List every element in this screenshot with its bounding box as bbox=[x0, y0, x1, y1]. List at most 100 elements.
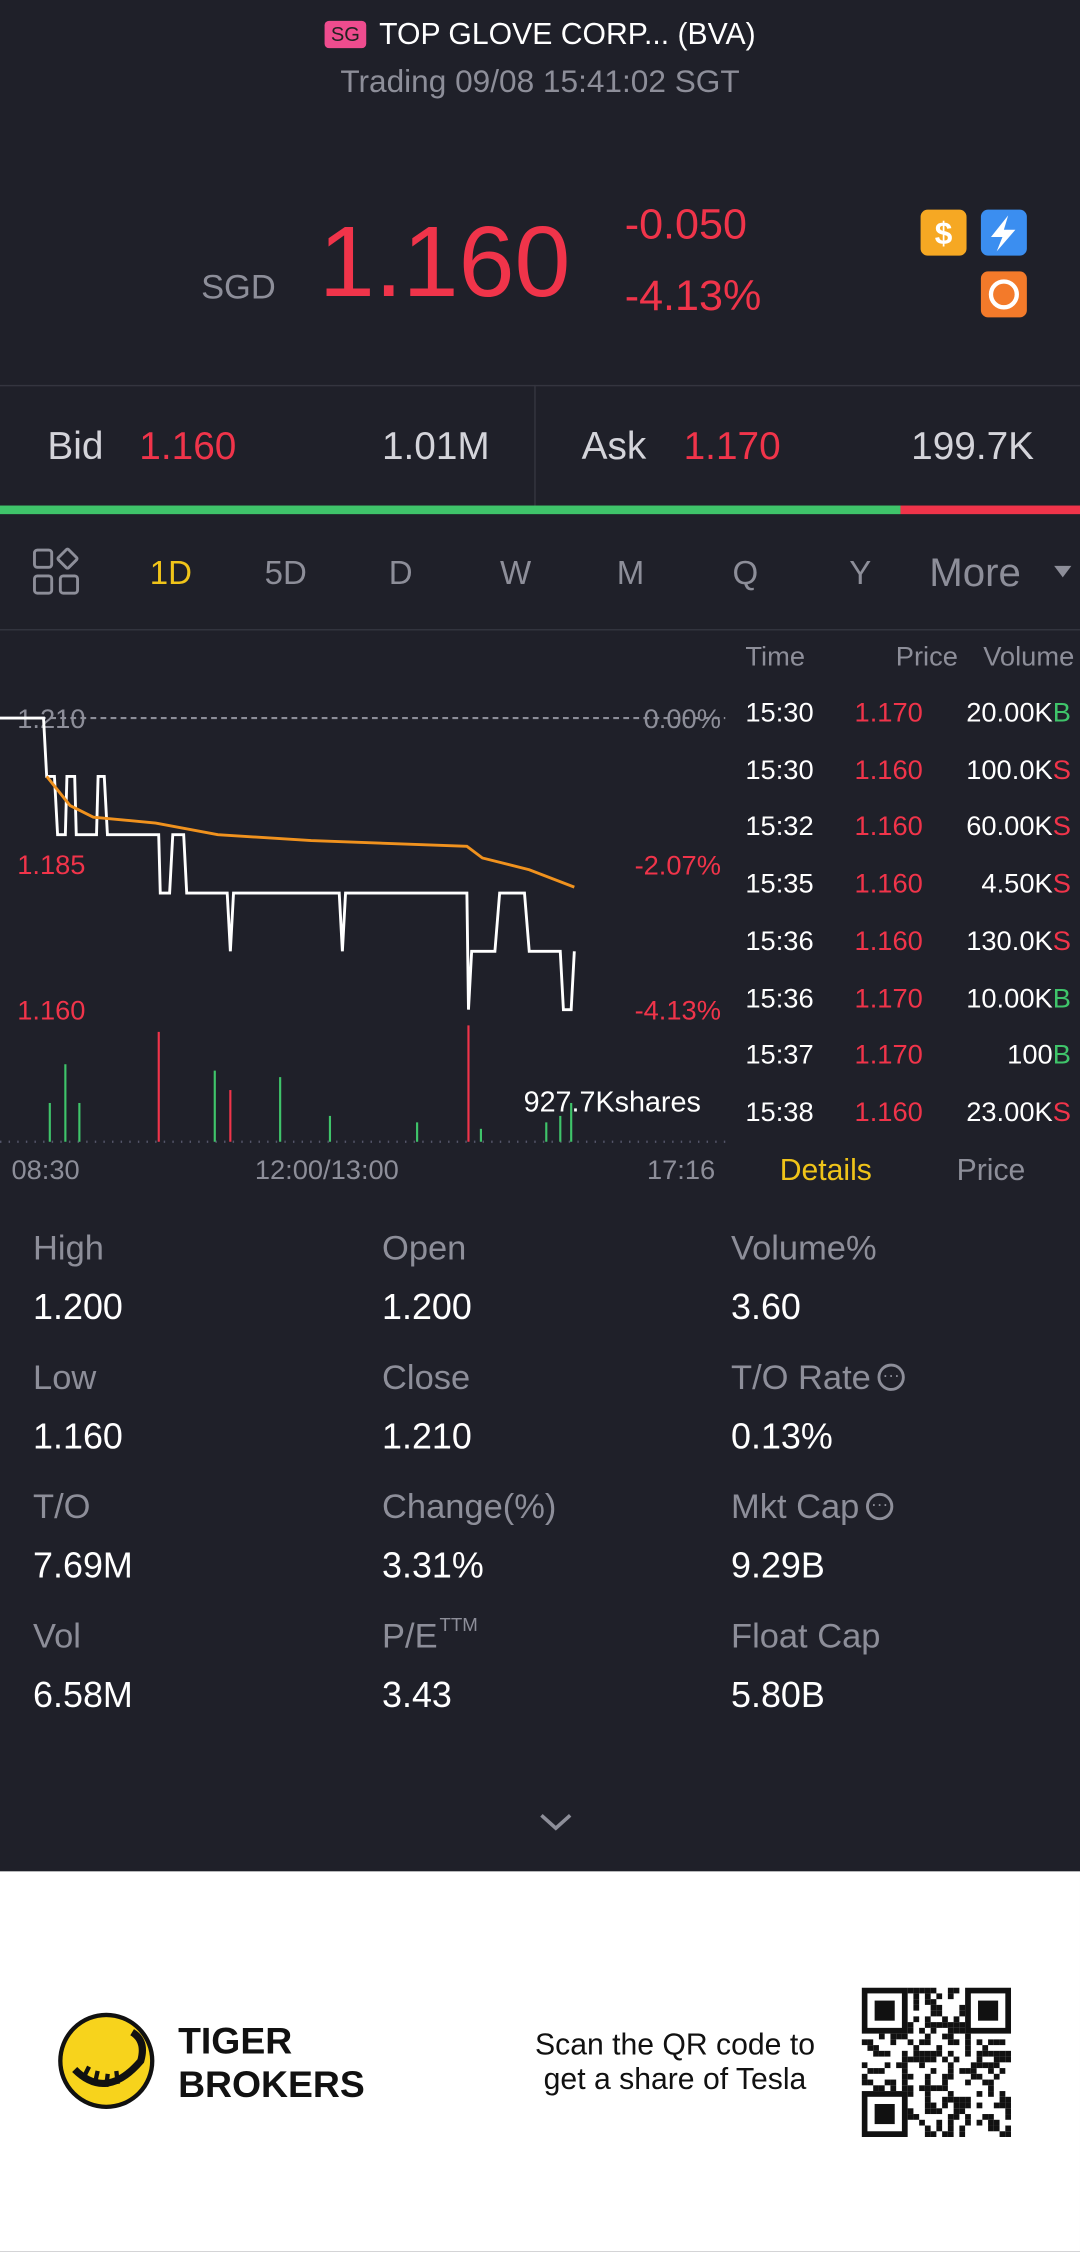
stat-label: P/E bbox=[382, 1617, 438, 1656]
brand-line: TIGER bbox=[178, 2019, 293, 2063]
stat-label: Change(%) bbox=[382, 1487, 557, 1527]
bid-price: 1.160 bbox=[139, 424, 237, 468]
currency: SGD bbox=[201, 268, 276, 308]
trade-side: S bbox=[1052, 755, 1071, 786]
trade-header: Time bbox=[745, 642, 806, 673]
period-tab[interactable]: 5D bbox=[264, 553, 307, 591]
y2-tick-label: -4.13% bbox=[635, 995, 721, 1026]
stat-value: 7.69M bbox=[33, 1546, 133, 1587]
trade-side: B bbox=[1052, 983, 1071, 1014]
cta-line: get a share of Tesla bbox=[543, 2063, 807, 2097]
trade-time: 15:30 bbox=[745, 698, 814, 729]
trading-status: Trading 09/08 15:41:02 SGT bbox=[340, 63, 740, 100]
y2-tick-label: 0.00% bbox=[644, 703, 721, 734]
qr-code bbox=[861, 1987, 1012, 2138]
y-tick-label: 1.185 bbox=[17, 849, 85, 880]
trade-volume: 100 bbox=[1007, 1040, 1053, 1071]
period-tab[interactable]: Y bbox=[849, 553, 872, 591]
footer: TIGER BROKERS Scan the QR code to get a … bbox=[0, 1871, 1080, 2252]
stat-value: 3.43 bbox=[382, 1675, 452, 1716]
trade-volume: 20.00K bbox=[966, 698, 1053, 729]
cta-line: Scan the QR code to bbox=[535, 2028, 815, 2062]
stat-label: T/O Rate bbox=[731, 1358, 871, 1398]
stat-label-sup: TTM bbox=[439, 1613, 478, 1636]
brand-line: BROKERS bbox=[178, 2062, 365, 2106]
expand-chevron[interactable] bbox=[539, 1812, 573, 1832]
market-badge: SG bbox=[324, 20, 367, 49]
period-tab[interactable]: Q bbox=[732, 553, 759, 591]
trade-time: 15:36 bbox=[745, 983, 814, 1014]
stat-value: 1.200 bbox=[382, 1287, 472, 1328]
trade-time: 15:36 bbox=[745, 926, 814, 957]
layout-icon[interactable] bbox=[32, 547, 81, 596]
trade-side: S bbox=[1052, 1097, 1071, 1128]
trade-side: S bbox=[1052, 926, 1071, 957]
stock-name[interactable]: TOP GLOVE CORP... (BVA) bbox=[379, 17, 756, 51]
stat-label: Vol bbox=[33, 1617, 81, 1656]
trade-price: 1.160 bbox=[854, 869, 923, 900]
period-tab[interactable]: More bbox=[929, 550, 1021, 595]
trade-volume: 130.0K bbox=[966, 926, 1053, 957]
more-arrow[interactable] bbox=[1053, 564, 1073, 578]
trade-price: 1.160 bbox=[854, 812, 923, 843]
trade-price: 1.170 bbox=[854, 983, 923, 1014]
price-line bbox=[45, 775, 575, 889]
period-tab[interactable]: D bbox=[388, 553, 413, 591]
price-change-pct: -4.13% bbox=[624, 272, 762, 321]
stat-label: Mkt Cap bbox=[731, 1487, 860, 1527]
trade-time: 15:32 bbox=[745, 812, 814, 843]
ask-size: 199.7K bbox=[911, 424, 1035, 468]
svg-text:$: $ bbox=[935, 215, 953, 251]
price-line bbox=[0, 716, 576, 1012]
stat-value: 1.160 bbox=[33, 1416, 123, 1457]
x-tick-label: 17:16 bbox=[647, 1154, 715, 1185]
trade-price: 1.160 bbox=[854, 1097, 923, 1128]
y2-tick-label: -2.07% bbox=[635, 849, 721, 880]
stat-value: 3.60 bbox=[731, 1287, 801, 1328]
trade-price: 1.170 bbox=[854, 698, 923, 729]
stat-value: 3.31% bbox=[382, 1546, 484, 1587]
trade-side: S bbox=[1052, 812, 1071, 843]
bid-label: Bid bbox=[47, 424, 104, 468]
period-tab[interactable]: M bbox=[616, 553, 645, 591]
stat-label: Low bbox=[33, 1358, 97, 1398]
trade-time: 15:38 bbox=[745, 1097, 814, 1128]
ask-price: 1.170 bbox=[683, 424, 781, 468]
ask-strength-bar bbox=[900, 505, 1080, 515]
stat-value: 5.80B bbox=[731, 1675, 825, 1716]
stat-label: High bbox=[33, 1229, 104, 1269]
trade-volume: 10.00K bbox=[966, 983, 1053, 1014]
stat-value: 0.13% bbox=[731, 1416, 833, 1457]
trade-header: Price bbox=[895, 642, 958, 673]
trade-tab[interactable]: Details bbox=[779, 1153, 872, 1187]
trade-header: Volume bbox=[983, 642, 1075, 673]
trade-side: S bbox=[1052, 869, 1071, 900]
stat-label: Float Cap bbox=[731, 1617, 881, 1656]
x-tick-label: 12:00/13:00 bbox=[255, 1154, 399, 1185]
trade-volume: 60.00K bbox=[966, 812, 1053, 843]
intraday-chart: 1.2101.1851.1600.00%-2.07%-4.13%927.7Ksh… bbox=[0, 703, 726, 1185]
stat-value: 1.200 bbox=[33, 1287, 123, 1328]
price-change: -0.050 bbox=[624, 201, 747, 249]
stat-label: Volume% bbox=[731, 1229, 877, 1269]
info-icon[interactable]: ··· bbox=[877, 1363, 905, 1391]
x-tick-label: 08:30 bbox=[11, 1154, 79, 1185]
stat-label: Close bbox=[382, 1358, 471, 1398]
trade-time: 15:37 bbox=[745, 1040, 814, 1071]
info-icon[interactable]: ··· bbox=[866, 1492, 894, 1521]
trade-time: 15:35 bbox=[745, 869, 814, 900]
trade-price: 1.160 bbox=[854, 926, 923, 957]
trade-tab[interactable]: Price bbox=[956, 1153, 1026, 1187]
trade-volume: 100.0K bbox=[966, 755, 1053, 786]
ask-label: Ask bbox=[581, 424, 647, 468]
tiger-logo bbox=[58, 2012, 155, 2110]
y-tick-label: 1.160 bbox=[17, 995, 85, 1026]
period-tab[interactable]: 1D bbox=[149, 553, 193, 591]
last-price: 1.160 bbox=[318, 205, 571, 318]
feature-icons[interactable]: $ bbox=[919, 208, 1034, 320]
period-tab[interactable]: W bbox=[499, 553, 532, 591]
trade-volume: 4.50K bbox=[981, 869, 1053, 900]
trade-price: 1.160 bbox=[854, 755, 923, 786]
stat-value: 6.58M bbox=[33, 1675, 133, 1716]
